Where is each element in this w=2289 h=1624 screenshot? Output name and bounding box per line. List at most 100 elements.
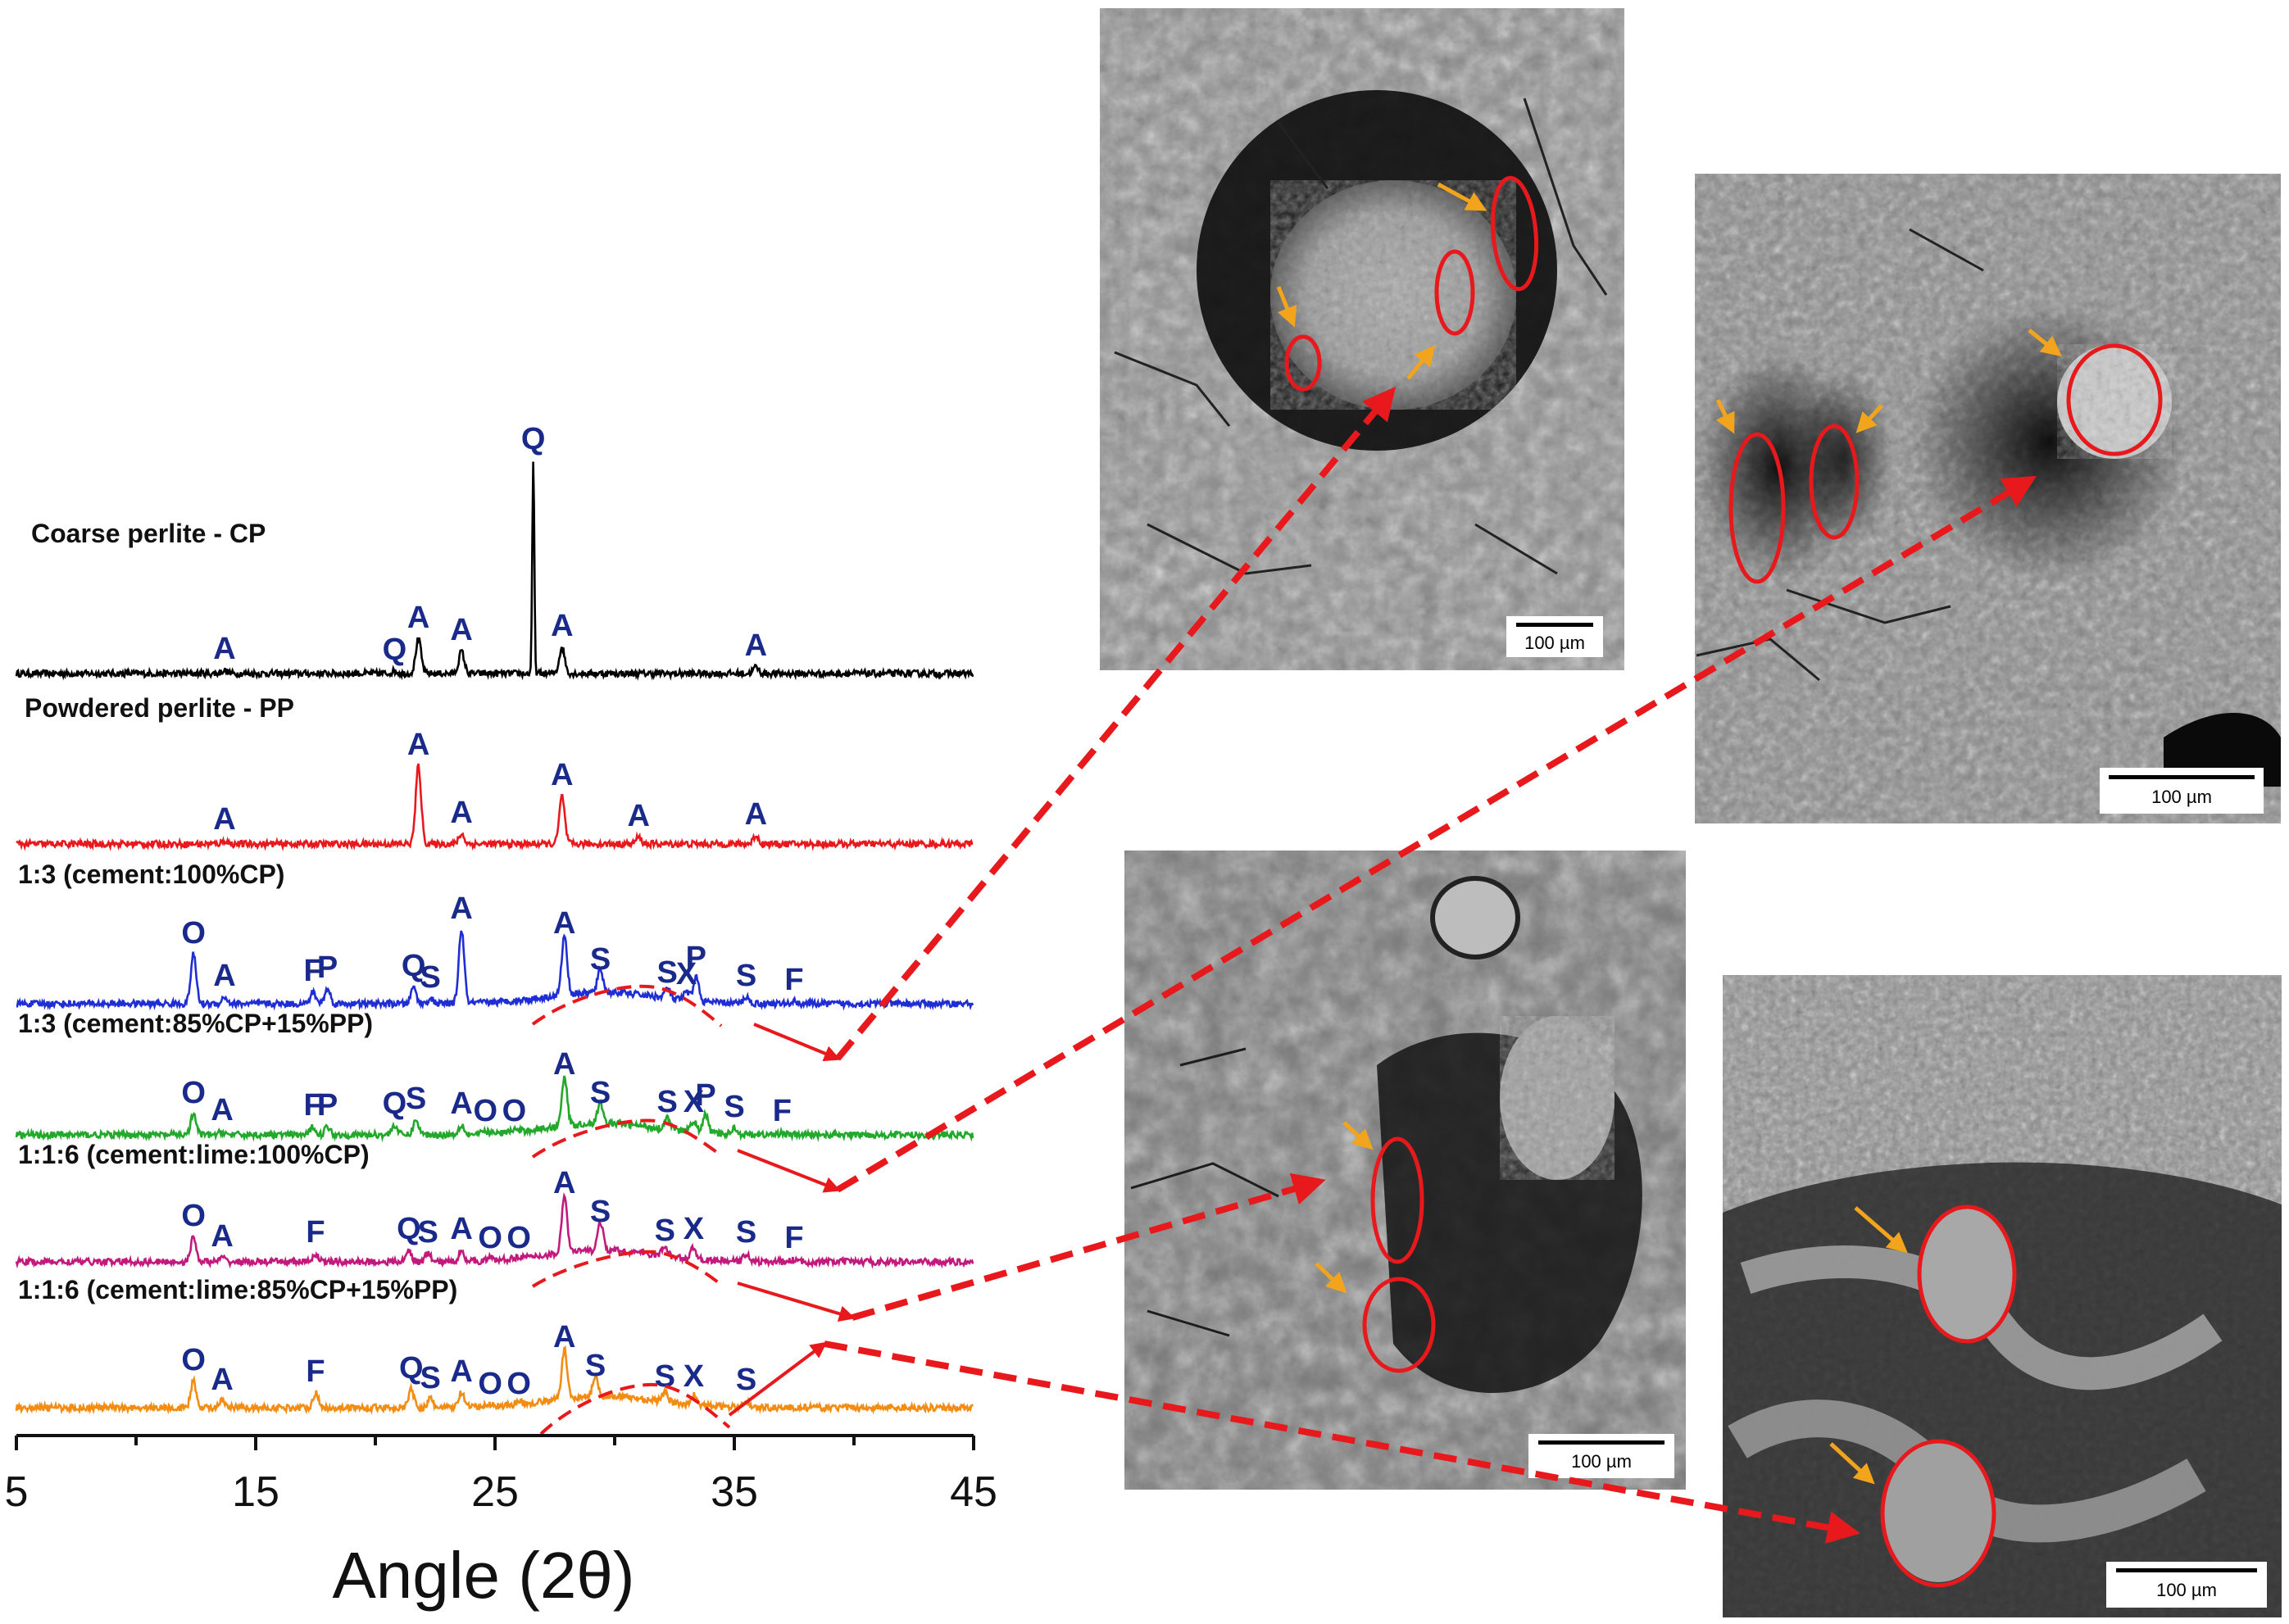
peak-label: S (406, 1082, 426, 1116)
peak-label: O (181, 1076, 206, 1110)
red-circle (2066, 343, 2163, 456)
scale-bar-label: 100 µm (1571, 1451, 1632, 1472)
series-line (15, 1075, 974, 1143)
peak-label: O (506, 1367, 531, 1401)
peak-label: O (181, 916, 206, 950)
x-tick-label: 5 (5, 1468, 29, 1516)
orange-arrow-icon (1855, 404, 1883, 433)
peak-label: S (657, 955, 678, 990)
peak-label: S (724, 1090, 744, 1124)
peak-label: O (474, 1094, 498, 1128)
x-tick-label: 35 (711, 1468, 758, 1516)
connector-dashed (824, 1340, 1860, 1544)
peak-label: A (553, 1047, 575, 1082)
orange-arrow-icon (1715, 398, 1735, 434)
peak-label: Q (521, 422, 546, 456)
peak-label: A (213, 632, 235, 666)
peak-label: A (627, 799, 649, 833)
series-labels: Coarse perlite - CP Powdered perlite - PP… (18, 519, 457, 1304)
peak-label: A (407, 728, 429, 762)
peak-label: A (450, 891, 472, 926)
peak-label: S (736, 1363, 756, 1397)
peak-label: Q (399, 1351, 424, 1386)
scale-bar-label: 100 µm (2151, 787, 2212, 807)
x-ticks: 5 15 25 35 45 (5, 1436, 997, 1516)
peak-label: A (450, 1354, 472, 1389)
amorphous-hump-2 (531, 1118, 723, 1159)
x-axis: 5 15 25 35 45 Angle (2θ) (5, 1434, 997, 1612)
peak-label: A (407, 601, 429, 635)
peak-label: F (306, 1215, 325, 1250)
peak-label: S (590, 1076, 611, 1110)
series-line (16, 930, 974, 1011)
peak-label: A (211, 1093, 233, 1127)
peak-label: O (502, 1094, 527, 1128)
peak-label: A (213, 959, 235, 993)
peak-label: F (784, 963, 803, 997)
red-circle (1370, 1136, 1424, 1264)
scale-bar-label: 100 µm (1524, 633, 1585, 653)
peak-label: X (684, 1212, 705, 1246)
peak-label: S (585, 1349, 606, 1383)
peak-label: P (695, 1078, 715, 1113)
red-circle (1809, 424, 1860, 540)
x-tick-label: 15 (232, 1468, 279, 1516)
red-circle (1434, 249, 1475, 336)
scale-bar-label: 100 µm (2156, 1580, 2217, 1600)
orange-arrow-icon (1315, 1262, 1347, 1294)
orange-arrow-icon (1342, 1121, 1374, 1150)
peak-label: S (657, 1085, 678, 1119)
peak-label: F (303, 954, 322, 988)
peak-label: X (684, 1085, 705, 1119)
peak-label: X (676, 957, 697, 991)
series-line (16, 763, 974, 851)
series-line (15, 1192, 974, 1269)
connector-arrows (728, 386, 2037, 1544)
peak-label: P (686, 941, 706, 975)
peak-label: Q (397, 1212, 421, 1246)
sem-image-4: 100 µm (1723, 975, 2282, 1617)
x-tick-label: 45 (950, 1468, 997, 1516)
peak-label: A (553, 1320, 575, 1354)
amorphous-hump-1 (531, 984, 723, 1027)
peak-label: F (773, 1094, 792, 1128)
peak-label: F (303, 1088, 322, 1123)
series-label: 1:1:6 (cement:lime:85%CP+15%PP) (18, 1275, 457, 1304)
connector-dashed (851, 1173, 1326, 1321)
peak-label: A (450, 1086, 472, 1121)
peak-label: A (450, 796, 472, 830)
peak-label: A (450, 613, 472, 647)
series-line (15, 461, 974, 681)
peak-label: A (551, 609, 573, 643)
peak-label: P (317, 950, 338, 985)
peak-label: A (211, 1363, 233, 1397)
series-label: 1:3 (cement:100%CP) (18, 860, 284, 889)
peak-label: S (418, 1215, 438, 1250)
peak-label: O (181, 1199, 206, 1233)
peak-label: A (551, 758, 573, 792)
red-circle (1362, 1277, 1436, 1373)
peak-label: Q (402, 949, 426, 983)
connector-solid (753, 1023, 841, 1062)
peak-label: A (213, 802, 235, 837)
series-label: Coarse perlite - CP (31, 519, 266, 548)
peak-label: A (745, 797, 767, 832)
connector-solid (737, 1149, 841, 1193)
connector-solid (728, 1341, 828, 1417)
sem-image-1: 100 µm (1100, 8, 1624, 670)
sem-image-3: 100 µm (1124, 851, 1686, 1490)
red-circle (1880, 1439, 1996, 1588)
series-label: Powdered perlite - PP (25, 693, 294, 723)
xrd-traces (15, 461, 974, 1415)
peak-label: O (478, 1367, 502, 1401)
peak-label: X (684, 1359, 705, 1394)
red-circle (1490, 175, 1539, 292)
amorphous-humps (531, 984, 731, 1436)
amorphous-hump-4 (539, 1382, 731, 1436)
series-label: 1:1:6 (cement:lime:100%CP) (18, 1140, 370, 1169)
peak-label: S (655, 1213, 675, 1248)
red-circle (1728, 432, 1786, 584)
orange-arrow-icon (1276, 286, 1297, 328)
